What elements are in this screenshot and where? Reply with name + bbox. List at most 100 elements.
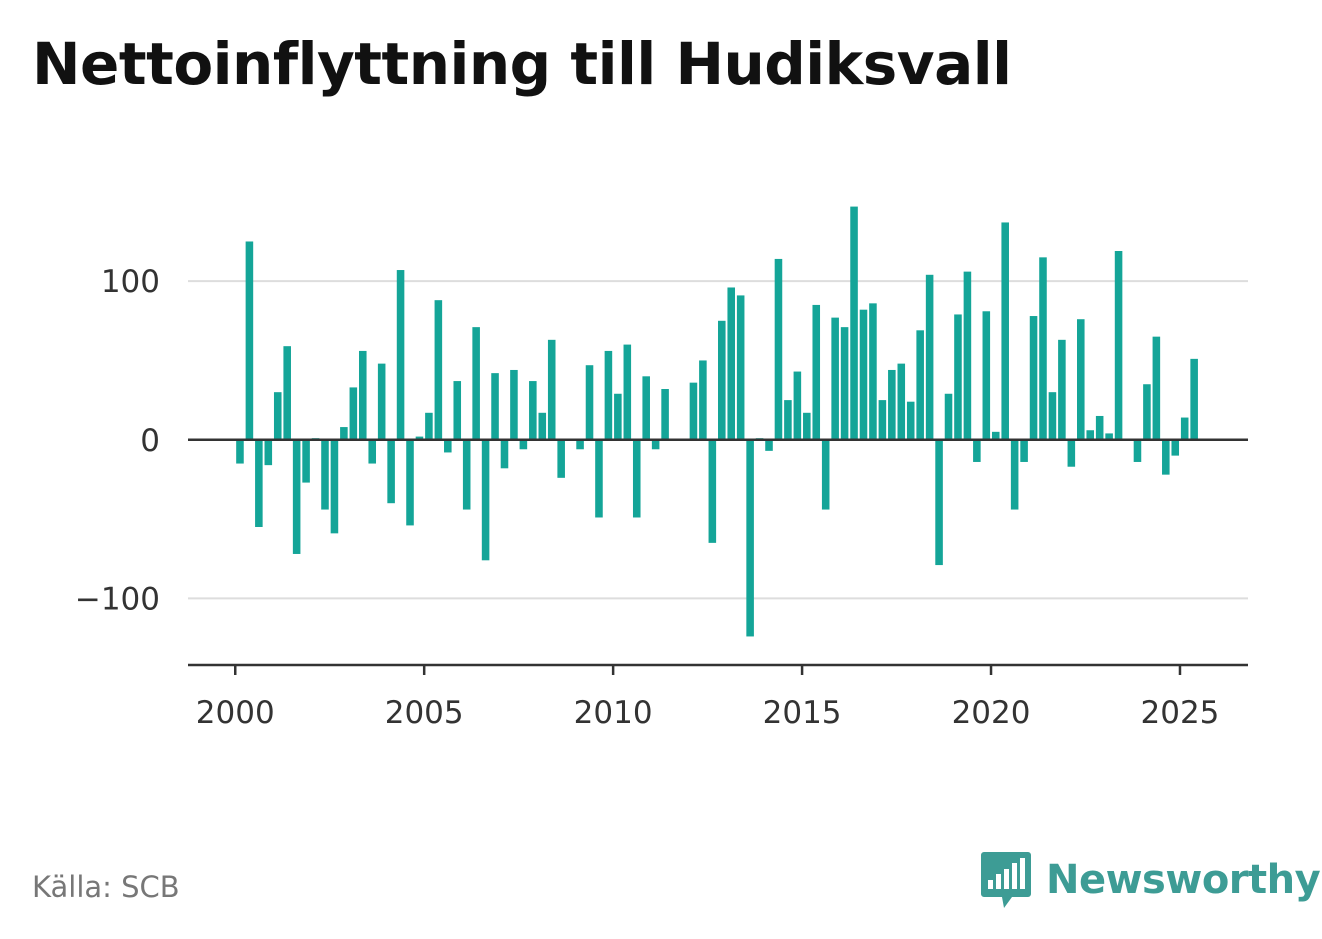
- bar: [576, 439, 584, 450]
- bar: [358, 350, 367, 440]
- bar: [651, 439, 660, 450]
- bar: [1114, 251, 1123, 440]
- bar: [538, 412, 547, 440]
- bar: [803, 412, 811, 440]
- grid-lines: [188, 280, 1248, 600]
- bar: [1067, 439, 1076, 467]
- bar: [963, 271, 972, 440]
- bar: [1162, 439, 1170, 475]
- bar: [283, 346, 291, 440]
- bar: [1095, 415, 1104, 440]
- bar: [982, 311, 991, 440]
- bar: [396, 270, 405, 440]
- bar: [302, 439, 310, 483]
- x-tick-label: 2025: [1141, 695, 1220, 731]
- bar: [906, 401, 915, 440]
- bar: [1152, 336, 1161, 440]
- bar: [406, 439, 414, 526]
- bar: [377, 363, 386, 440]
- x-tick-label: 2020: [952, 695, 1031, 731]
- brand-name: Newsworthy: [1046, 857, 1321, 903]
- y-tick-label: 0: [140, 423, 160, 459]
- bar: [1058, 339, 1066, 440]
- bar: [642, 376, 650, 440]
- bar: [434, 300, 443, 440]
- bar: [1001, 222, 1009, 440]
- bar: [1048, 392, 1057, 440]
- bar: [925, 274, 934, 440]
- bar: [774, 258, 783, 440]
- y-tick-label: −100: [75, 581, 160, 617]
- x-tick-label: 2015: [763, 695, 842, 731]
- bar: [784, 400, 792, 440]
- bar: [547, 339, 556, 440]
- bar: [340, 427, 348, 440]
- bar: [557, 439, 565, 478]
- bar: [736, 295, 745, 440]
- chart-title: Nettoinflyttning till Hudiksvall: [32, 30, 1012, 98]
- newsworthy-logo: Newsworthy: [980, 850, 1321, 910]
- bar: [255, 439, 263, 527]
- bar: [1010, 439, 1019, 510]
- bar: [821, 439, 830, 510]
- bar: [1180, 417, 1189, 440]
- bar: [529, 381, 537, 440]
- bar: [1077, 319, 1085, 440]
- bar: [1039, 257, 1047, 440]
- bar: [330, 439, 339, 534]
- source-note: Källa: SCB: [32, 870, 180, 904]
- bar: [472, 327, 480, 440]
- bar: [273, 392, 282, 440]
- bar: [491, 373, 499, 440]
- bar: [1029, 316, 1038, 440]
- bar: [812, 304, 821, 440]
- bar: [368, 439, 377, 464]
- x-tick-labels: 2000 2005 2010 2015 2020 2025: [196, 695, 1220, 731]
- bar: [793, 371, 802, 440]
- bar: [888, 369, 896, 440]
- bar: [727, 287, 736, 440]
- x-tick-label: 2000: [196, 695, 275, 731]
- x-axis: [188, 663, 1248, 675]
- bar: [897, 363, 906, 440]
- bar: [519, 439, 528, 450]
- bar: [349, 387, 358, 440]
- bar: [264, 439, 273, 466]
- bar: [500, 439, 509, 469]
- bar: [585, 365, 594, 440]
- bar: [1133, 439, 1142, 462]
- bar: [765, 439, 773, 451]
- bar: [321, 439, 329, 510]
- bar: [935, 439, 943, 566]
- y-tick-label: 100: [101, 264, 160, 300]
- bar: [699, 360, 707, 440]
- bar: [1190, 358, 1198, 440]
- bar: [604, 350, 613, 440]
- bar: [991, 431, 1000, 440]
- bar: [916, 330, 924, 440]
- bars: [236, 206, 1198, 637]
- x-tick-label: 2005: [385, 695, 464, 731]
- bar: [869, 303, 877, 440]
- bar: [859, 309, 868, 440]
- bar: [973, 439, 981, 462]
- bar: [415, 436, 424, 440]
- bar: [1086, 430, 1095, 440]
- bar: [614, 393, 622, 440]
- bar: [453, 381, 462, 440]
- bar: [661, 389, 669, 440]
- bar: [831, 317, 839, 440]
- bar: [944, 393, 953, 440]
- bar-chart-speech-bubble-icon: [981, 852, 1031, 908]
- bar: [510, 369, 518, 440]
- bar: [292, 439, 301, 554]
- bar: [425, 412, 433, 440]
- bar: [1143, 384, 1151, 440]
- bar: [954, 314, 962, 440]
- bar: [708, 439, 717, 543]
- bar: [850, 206, 858, 440]
- bar: [245, 241, 254, 440]
- y-tick-labels: 100 0 −100: [75, 264, 160, 617]
- bar: [1105, 433, 1113, 440]
